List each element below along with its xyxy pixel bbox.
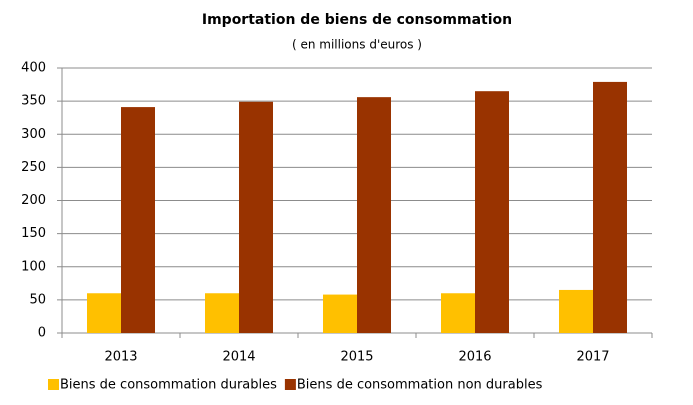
bar [559,289,593,333]
y-tick-label: 150 [21,226,46,241]
legend-label: Biens de consommation non durables [297,378,543,393]
bar [121,107,155,334]
bar [475,91,509,333]
y-tick-label: 100 [21,259,46,274]
y-tick-label: 300 [21,127,46,142]
bar [593,81,627,333]
y-tick-label: 350 [21,94,46,109]
legend-swatch [284,379,296,390]
bar [87,293,121,333]
x-tick-label: 2014 [222,350,255,365]
bar [323,294,357,333]
chart-title: Importation de biens de consommation [202,12,512,28]
x-tick-label: 2013 [104,350,137,365]
legend-swatch [48,379,59,390]
bar [239,101,273,333]
y-tick-label: 200 [21,193,46,208]
y-tick-label: 50 [29,292,46,307]
y-tick-label: 400 [21,61,46,76]
x-tick-label: 2015 [340,350,373,365]
y-tick-label: 0 [38,326,46,341]
bar [357,97,391,334]
x-tick-label: 2017 [576,350,609,365]
y-tick-label: 250 [21,160,46,175]
chart-subtitle: ( en millions d'euros ) [292,38,422,52]
bar [205,293,239,333]
legend-label: Biens de consommation durables [60,378,277,393]
bar [441,293,475,333]
x-tick-label: 2016 [458,350,491,365]
